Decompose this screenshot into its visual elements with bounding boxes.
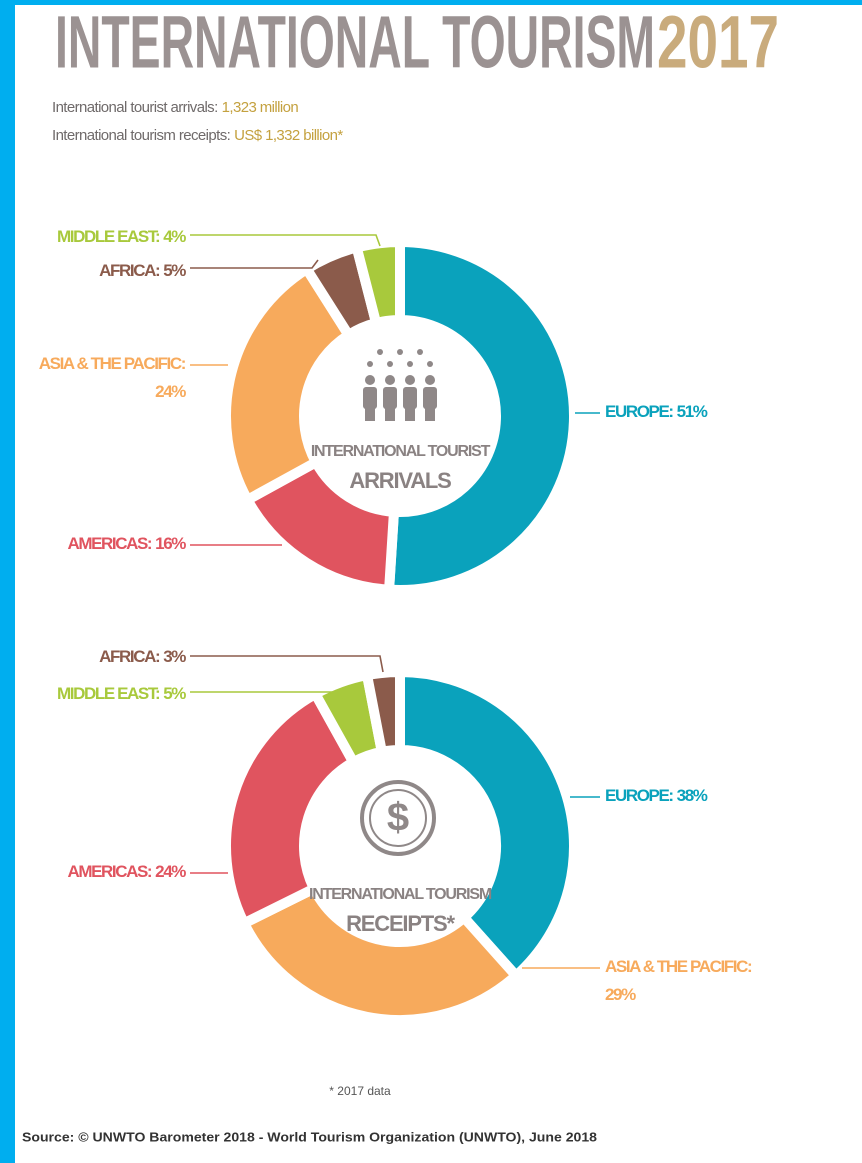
slice-label: AMERICAS: 24% [67,862,186,881]
subtitle-value: 1,323 million [222,99,299,116]
center-text: ARRIVALS [349,468,451,493]
category-label: MIDDLE EAST: [57,684,160,703]
value-label: 51% [677,402,708,421]
source: Source: © UNWTO Barometer 2018 - World T… [22,1130,597,1144]
subtitle-value: US$ 1,332 billion* [234,127,343,144]
category-label: ASIA & THE PACIFIC: [39,354,186,373]
slice-label: AFRICA: 3% [99,647,186,666]
donut-slice [361,666,405,758]
center-text: INTERNATIONAL TOURISM [309,886,492,903]
title-year: 2017 [657,1,779,84]
donut-slice [395,666,579,983]
value-label: 38% [677,786,708,805]
center-text: RECEIPTS* [346,911,455,936]
subtitle-label: International tourist arrivals: 1,323 mil… [52,99,298,116]
slice-label: MIDDLE EAST: 4% [57,227,186,246]
value-label: 24% [155,382,186,401]
leader-line [190,691,345,701]
donut-slice [383,236,579,595]
category-label: ASIA & THE PACIFIC: [605,957,752,976]
value-label: 5% [163,684,186,703]
slice-label: ASIA & THE PACIFIC: 24% [39,354,187,401]
value-label: 29% [605,985,636,1004]
slice-label: EUROPE: 51% [605,402,708,421]
donut-slice [237,881,524,1025]
leader-line [190,655,384,673]
slice-label: MIDDLE EAST: 5% [57,684,186,703]
title: INTERNATIONAL TOURISM [55,1,655,84]
value-label: 24% [155,862,186,881]
slice-label: AMERICAS: 16% [67,534,186,553]
subtitle-label: International tourism receipts: US$ 1,332… [52,127,343,144]
svg-text:$: $ [387,796,409,840]
category-label: EUROPE: [605,786,673,805]
center-text: INTERNATIONAL TOURIST [311,443,491,460]
donut-slice [350,236,405,330]
category-label: AMERICAS: [67,534,151,553]
donut-slice [221,687,361,930]
value-label: 3% [163,647,186,666]
value-label: 4% [163,227,186,246]
coin-icon: $ [360,780,436,856]
value-label: 5% [163,261,186,280]
leader-line [190,234,381,247]
category-label: AFRICA: [99,261,160,280]
category-label: EUROPE: [605,402,673,421]
category-label: AFRICA: [99,647,160,666]
category-label: MIDDLE EAST: [57,227,160,246]
people-icon [363,349,437,421]
category-label: AMERICAS: [67,862,151,881]
note: * 2017 data [329,1084,391,1098]
slice-label: EUROPE: 38% [605,786,708,805]
leader-line [190,259,319,269]
slice-label: ASIA & THE PACIFIC: 29% [605,957,752,1004]
donut-slice [221,262,356,507]
slice-label: AFRICA: 5% [99,261,186,280]
value-label: 16% [155,534,186,553]
